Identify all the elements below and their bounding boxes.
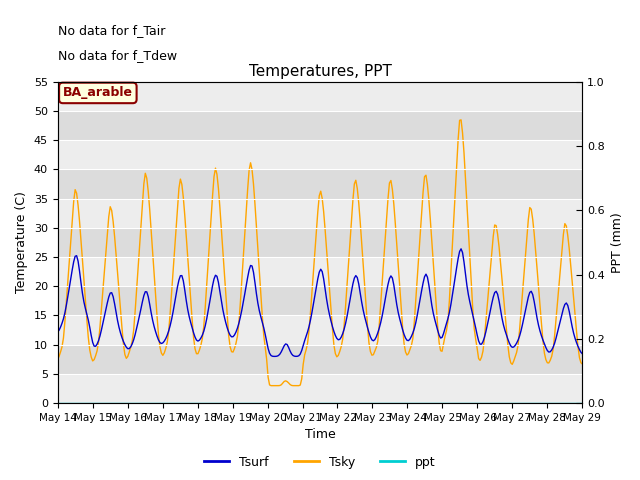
ppt <box>210 400 218 406</box>
Tsky <box>457 117 465 123</box>
ppt <box>549 400 557 406</box>
Bar <box>58 82 582 111</box>
ppt <box>579 400 586 406</box>
ppt <box>284 400 291 406</box>
Tsurf <box>210 276 218 282</box>
Tsurf <box>552 335 560 341</box>
Tsky <box>237 300 244 306</box>
Bar <box>58 257 582 286</box>
Legend: Tsurf, Tsky, ppt: Tsurf, Tsky, ppt <box>199 451 441 474</box>
Text: BA_arable: BA_arable <box>63 86 133 99</box>
Tsky <box>552 316 560 322</box>
Tsurf <box>54 329 61 335</box>
Bar <box>58 315 582 345</box>
Line: Tsky: Tsky <box>58 120 582 385</box>
Bar <box>58 140 582 169</box>
Tsurf <box>228 334 236 340</box>
Text: No data for f_Tair: No data for f_Tair <box>58 24 165 36</box>
ppt <box>54 400 61 406</box>
Bar <box>58 199 582 228</box>
ppt <box>228 400 236 406</box>
Tsky <box>118 324 126 330</box>
Tsurf <box>285 345 292 350</box>
Tsky <box>210 174 218 180</box>
Y-axis label: Temperature (C): Temperature (C) <box>15 192 28 293</box>
Tsky <box>269 383 276 388</box>
Text: No data for f_Tdew: No data for f_Tdew <box>58 49 177 62</box>
Title: Temperatures, PPT: Temperatures, PPT <box>248 64 392 79</box>
ppt <box>118 400 126 406</box>
Tsky <box>285 380 292 386</box>
Tsurf <box>270 353 278 359</box>
Tsurf <box>237 314 244 320</box>
X-axis label: Time: Time <box>305 429 335 442</box>
Tsurf <box>457 246 465 252</box>
Line: Tsurf: Tsurf <box>58 249 582 356</box>
Tsky <box>54 357 61 362</box>
Tsky <box>228 349 236 355</box>
ppt <box>237 400 244 406</box>
Bar <box>58 374 582 403</box>
Tsky <box>579 361 586 367</box>
Tsurf <box>118 335 126 340</box>
Tsurf <box>579 351 586 357</box>
Y-axis label: PPT (mm): PPT (mm) <box>611 212 623 273</box>
